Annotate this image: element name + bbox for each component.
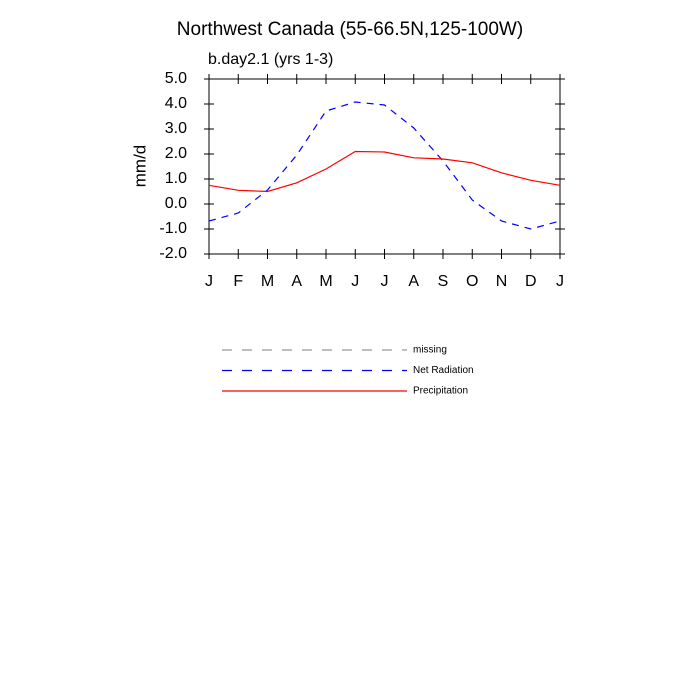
x-tick-label: J: [556, 273, 564, 290]
y-tick-label: 3.0: [165, 120, 187, 137]
x-tick-label: A: [408, 273, 419, 290]
legend-label: missing: [413, 345, 447, 356]
y-tick-label: 0.0: [165, 195, 187, 212]
x-tick-label: S: [438, 273, 449, 290]
x-tick-label: J: [381, 273, 389, 290]
series-line: [208, 101, 561, 230]
y-tick-label: -1.0: [159, 220, 187, 237]
y-tick-label: 5.0: [165, 70, 187, 87]
y-axis-label: mm/d: [130, 145, 149, 188]
x-tick-label: J: [351, 273, 359, 290]
x-tick-label: J: [205, 273, 213, 290]
x-tick-label: M: [319, 273, 332, 290]
x-tick-label: F: [233, 273, 243, 290]
y-tick-label: 4.0: [165, 95, 187, 112]
series-line: [208, 150, 561, 193]
legend-label: Net Radiation: [413, 365, 474, 376]
x-tick-label: M: [261, 273, 274, 290]
y-tick-label: 1.0: [165, 170, 187, 187]
chart-subtitle: b.day2.1 (yrs 1-3): [208, 51, 333, 68]
x-tick-label: D: [525, 273, 537, 290]
legend-label: Precipitation: [413, 386, 468, 397]
x-tick-label: O: [466, 273, 478, 290]
x-tick-label: N: [496, 273, 508, 290]
x-tick-label: A: [291, 273, 302, 290]
y-tick-label: 2.0: [165, 145, 187, 162]
y-tick-label: -2.0: [159, 245, 187, 262]
chart-title: Northwest Canada (55-66.5N,125-100W): [177, 19, 523, 40]
